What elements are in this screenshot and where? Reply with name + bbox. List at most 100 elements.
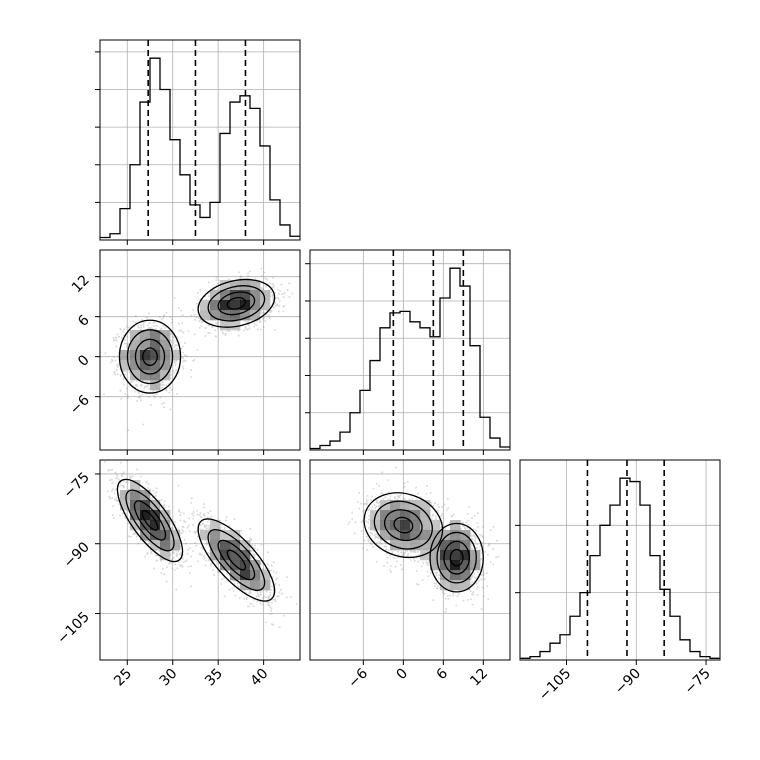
density-0-1-cell (230, 280, 241, 291)
xtick-label-p0-3: 40 (248, 666, 272, 690)
density-1-2-cell (450, 520, 461, 531)
density-panel-0-1 (95, 249, 301, 455)
ytick-label-p1-3: 12 (69, 272, 93, 296)
density-1-2-cell (420, 540, 431, 551)
density-0-2-cell (150, 530, 161, 541)
density-0-2-contour-0-2 (133, 500, 167, 541)
density-1-2-contour-1-1 (436, 531, 477, 584)
density-0-2-contour-0-0 (116, 478, 184, 563)
density-0-1-cell (250, 290, 261, 301)
density-1-2-contour-0-1 (373, 500, 433, 550)
density-0-2-cell (140, 490, 151, 501)
density-1-2-cell (430, 540, 441, 551)
density-1-2-cell (390, 510, 401, 521)
density-0-2-contour-0-1 (125, 489, 175, 552)
density-0-1-cell (130, 330, 141, 341)
density-0-1-cell (120, 350, 131, 361)
ytick-label-p2-2: −75 (61, 469, 93, 501)
density-0-2-cell (210, 540, 221, 551)
density-0-2-cell (160, 520, 171, 531)
density-panel-1-2 (309, 459, 511, 665)
density-1-2-cell (420, 500, 431, 511)
density-0-2-cell (230, 530, 241, 541)
density-0-2-cell (220, 530, 231, 541)
hist-2-frame (519, 459, 721, 661)
density-0-2-cell (130, 480, 141, 491)
density-1-2-cell (400, 530, 411, 541)
density-0-1-cell (140, 370, 151, 381)
density-1-2-cell (440, 530, 451, 541)
density-0-1-cell (130, 360, 141, 371)
density-0-1-contour-1-0 (197, 278, 276, 328)
density-0-2-contour-1-2 (217, 539, 256, 581)
hist-1-steps (310, 267, 510, 450)
density-0-1-cell (250, 280, 261, 291)
density-1-2-contour-1-2 (443, 540, 470, 575)
density-0-1-cell (210, 310, 221, 321)
xtick-label-p1-2: 6 (434, 665, 452, 683)
density-0-1-cell (220, 280, 231, 291)
density-1-2-cell (440, 580, 451, 591)
density-0-1-cell (220, 320, 231, 331)
ytick-label-p2-1: −90 (61, 539, 93, 571)
density-1-2-contour-1-0 (429, 522, 484, 593)
density-1-2-cell (430, 550, 441, 561)
xtick-label-p1-0: −6 (345, 665, 371, 691)
density-1-2-cell (420, 510, 431, 521)
xtick-label-p1-3: 12 (467, 666, 491, 690)
hist-2-steps (520, 477, 720, 659)
density-0-1-cell (250, 310, 261, 321)
density-0-2-cell (130, 510, 141, 521)
density-0-2-contour-1-1 (207, 529, 266, 591)
density-0-1-frame (99, 249, 301, 451)
density-1-2-cell (450, 570, 461, 581)
xtick-label-p0-0: 25 (111, 666, 135, 690)
density-0-2-contour-1-0 (197, 518, 276, 602)
density-0-2-frame (99, 459, 301, 661)
density-0-2-cell (230, 550, 241, 561)
density-0-1-cell (220, 310, 231, 321)
density-0-2-cell (260, 570, 271, 581)
density-1-2-cell (430, 530, 441, 541)
density-1-2-cell (390, 500, 401, 511)
density-0-2-cell (240, 540, 251, 551)
density-0-1-cell (150, 330, 161, 341)
density-0-2-cell (240, 580, 251, 591)
density-1-2-cell (400, 500, 411, 511)
density-0-1-cell (160, 340, 171, 351)
density-0-2-cell (210, 530, 221, 541)
density-0-1-contour-1-2 (217, 291, 256, 316)
density-0-1-cell (170, 350, 181, 361)
density-1-2-cell (450, 540, 461, 551)
density-1-2-frame (309, 459, 511, 661)
density-1-2-plot (310, 460, 510, 660)
density-1-2-cell (390, 520, 401, 531)
density-0-1-cell (200, 300, 211, 311)
density-0-1-cell (240, 290, 251, 301)
density-0-1-cell (160, 370, 171, 381)
density-0-2-cell (250, 560, 261, 571)
density-0-1-contour-0-3 (142, 347, 158, 366)
xtick-label-p0-1: 30 (157, 666, 181, 690)
density-0-2-cell (150, 520, 161, 531)
density-0-1-cell (230, 290, 241, 301)
density-1-2-contour-1-3 (449, 548, 464, 567)
density-0-2-cell (130, 520, 141, 531)
density-1-2-cell (380, 530, 391, 541)
density-1-2-cell (430, 520, 441, 531)
density-0-2-cell (160, 540, 171, 551)
density-0-1-cell (130, 370, 141, 381)
density-0-1-cell (120, 360, 131, 371)
density-0-1-cell (240, 300, 251, 311)
density-1-2-cell (460, 570, 471, 581)
density-0-1-cell (140, 330, 151, 341)
density-0-1-cell (140, 360, 151, 371)
density-1-2-cell (440, 540, 451, 551)
density-0-1-cell (210, 300, 221, 311)
ytick-label-p1-1: 0 (75, 352, 93, 370)
density-1-2-cell (380, 510, 391, 521)
density-1-2-cell (400, 540, 411, 551)
density-1-2-cell (410, 520, 421, 531)
density-1-2-cell (420, 520, 431, 531)
